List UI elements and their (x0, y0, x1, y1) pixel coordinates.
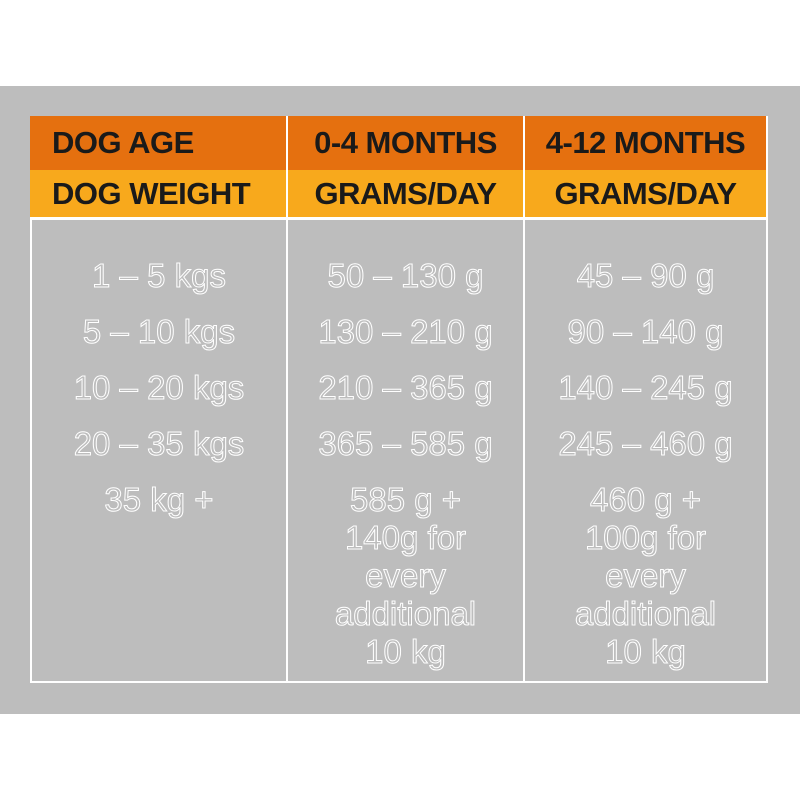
table-cell: 460 g + 100g for every additional 10 kg (574, 481, 717, 671)
header-0-4-months: 0-4 MONTHS (288, 116, 523, 170)
table-cell: 20 – 35 kgs (73, 425, 245, 463)
header-dog-age: DOG AGE (30, 116, 286, 170)
table-cell: 5 – 10 kgs (82, 313, 236, 351)
table-cell: 10 – 20 kgs (73, 369, 245, 407)
table-cell: 140 – 245 g (558, 369, 733, 407)
column-body: 1 – 5 kgs 5 – 10 kgs 10 – 20 kgs 20 – 35… (30, 217, 286, 683)
column-0-4-months: 0-4 MONTHS GRAMS/DAY 50 – 130 g 130 – 21… (286, 116, 523, 683)
feeding-table: DOG AGE DOG WEIGHT 1 – 5 kgs 5 – 10 kgs … (30, 116, 768, 683)
table-cell: 130 – 210 g (318, 313, 493, 351)
table-cell: 585 g + 140g for every additional 10 kg (334, 481, 477, 671)
table-cell: 50 – 130 g (327, 257, 484, 295)
table-cell: 45 – 90 g (576, 257, 715, 295)
table-cell: 245 – 460 g (558, 425, 733, 463)
column-4-12-months: 4-12 MONTHS GRAMS/DAY 45 – 90 g 90 – 140… (523, 116, 768, 683)
header-grams-per-day: GRAMS/DAY (288, 170, 523, 217)
table-cell: 35 kg + (104, 481, 214, 519)
column-dog-weight: DOG AGE DOG WEIGHT 1 – 5 kgs 5 – 10 kgs … (30, 116, 286, 683)
column-body: 45 – 90 g 90 – 140 g 140 – 245 g 245 – 4… (525, 217, 766, 683)
table-cell: 210 – 365 g (318, 369, 493, 407)
column-body: 50 – 130 g 130 – 210 g 210 – 365 g 365 –… (288, 217, 523, 683)
header-dog-weight: DOG WEIGHT (30, 170, 286, 217)
table-cell: 1 – 5 kgs (92, 257, 227, 295)
header-4-12-months: 4-12 MONTHS (525, 116, 766, 170)
table-cell: 365 – 585 g (318, 425, 493, 463)
table-cell: 90 – 140 g (567, 313, 724, 351)
header-grams-per-day: GRAMS/DAY (525, 170, 766, 217)
